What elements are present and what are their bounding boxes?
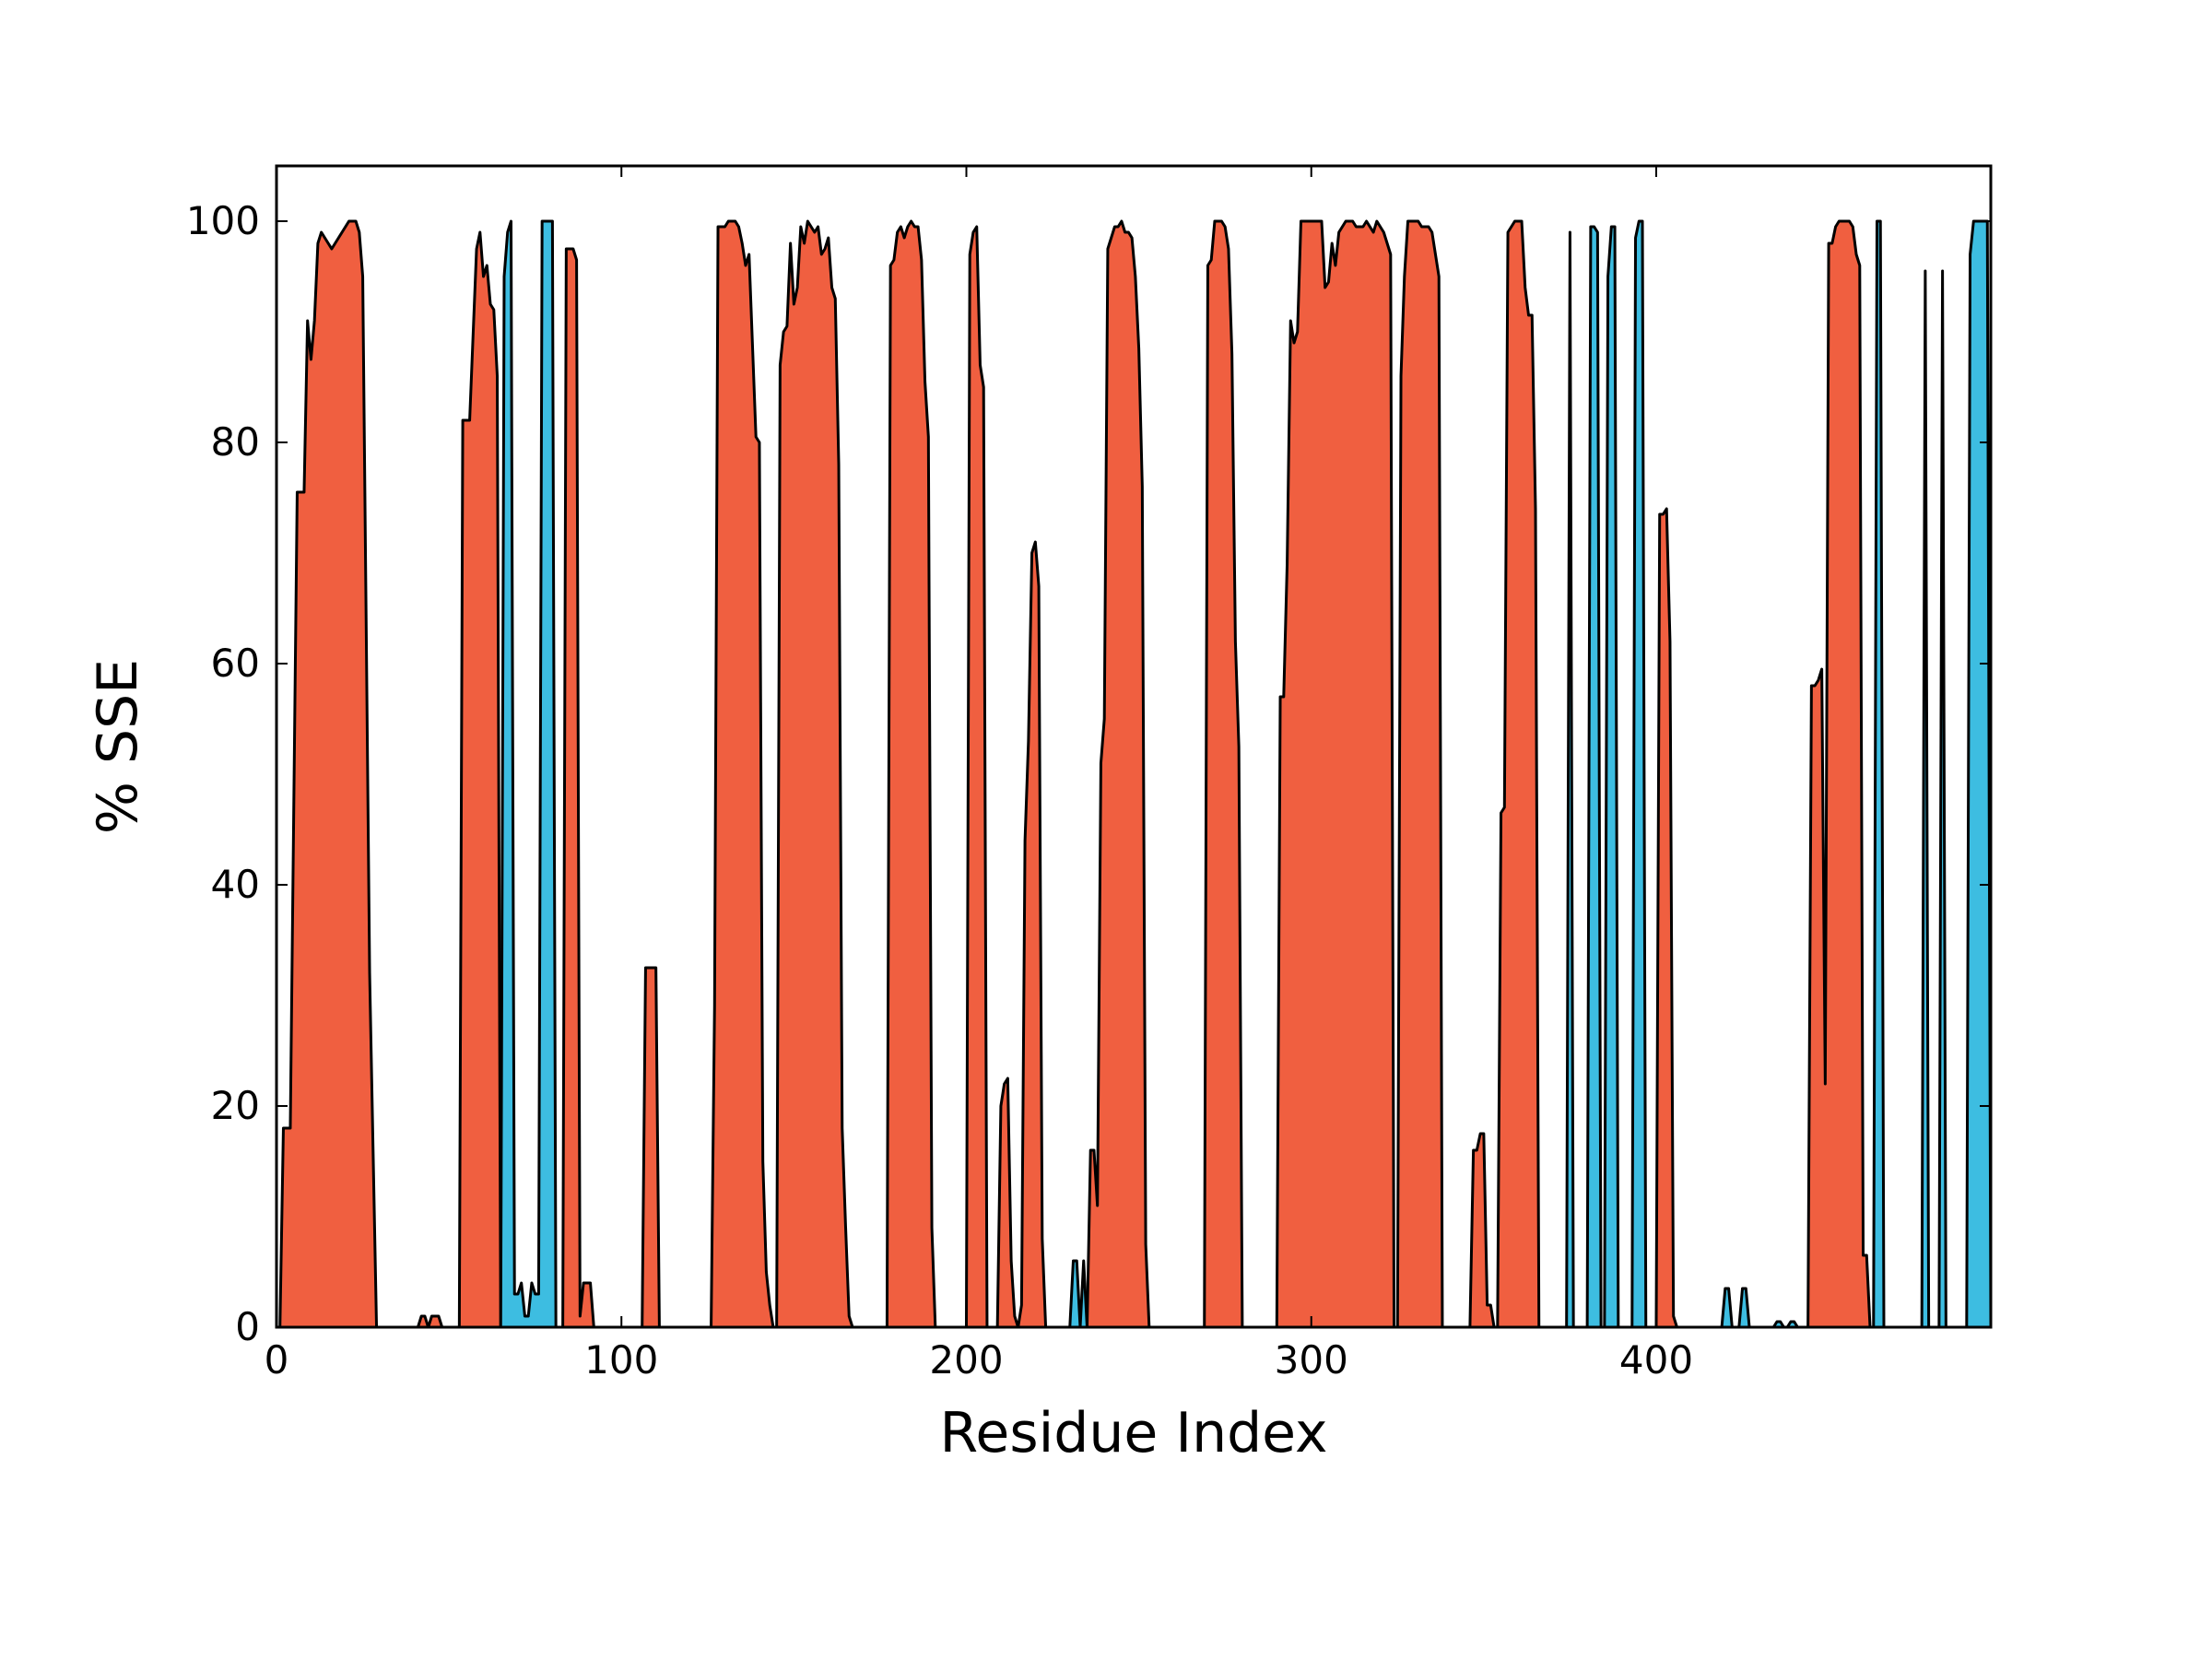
strand-series: [499, 219, 1993, 1329]
strand-area-3: [1585, 225, 1603, 1329]
x-tick-label-0: 0: [265, 1337, 289, 1382]
x-axis-label: Residue Index: [939, 1401, 1327, 1465]
strand-area-1: [1068, 1259, 1088, 1329]
series-layer: [278, 219, 1993, 1329]
tick-layer: 0 100 200 300 400 0 20 40 60 80 100: [186, 166, 1991, 1382]
helix-area-7: [885, 219, 937, 1329]
helix-area-0: [278, 219, 379, 1329]
helix-area-17: [1806, 219, 1872, 1329]
y-axis-label: % SSE: [86, 659, 150, 834]
y-tick-label-0: 0: [235, 1304, 260, 1349]
y-tick-label-20: 20: [211, 1083, 260, 1128]
x-tick-label-100: 100: [584, 1337, 658, 1382]
strand-area-6: [1720, 1287, 1734, 1329]
helix-area-14: [1468, 1132, 1496, 1329]
helix-area-3: [561, 247, 595, 1329]
plot-frame: [275, 164, 1993, 1329]
x-tick-label-200: 200: [929, 1337, 1003, 1382]
helix-area-10: [1085, 219, 1151, 1329]
strand-area-5: [1630, 219, 1648, 1329]
y-tick-label-100: 100: [186, 198, 260, 243]
y-tick-label-60: 60: [211, 641, 260, 686]
strand-area-13: [1965, 219, 1993, 1329]
helix-series: [278, 219, 1872, 1329]
helix-area-6: [775, 219, 854, 1329]
strand-area-0: [499, 219, 558, 1329]
x-tick-label-400: 400: [1619, 1337, 1693, 1382]
helix-area-16: [1654, 507, 1678, 1329]
helix-area-4: [641, 966, 661, 1329]
strand-area-10: [1872, 219, 1886, 1329]
helix-area-11: [1203, 219, 1244, 1329]
y-tick-label-80: 80: [211, 419, 260, 465]
strand-area-4: [1603, 225, 1620, 1329]
helix-area-15: [1496, 219, 1541, 1329]
helix-area-9: [995, 540, 1048, 1329]
helix-area-12: [1275, 219, 1396, 1329]
helix-area-13: [1395, 219, 1444, 1329]
y-tick-label-40: 40: [211, 862, 260, 907]
strand-area-7: [1737, 1287, 1751, 1329]
helix-area-8: [964, 225, 989, 1329]
x-tick-label-300: 300: [1275, 1337, 1348, 1382]
helix-area-5: [710, 219, 775, 1329]
helix-area-1: [416, 1314, 444, 1329]
helix-area-2: [457, 230, 502, 1329]
